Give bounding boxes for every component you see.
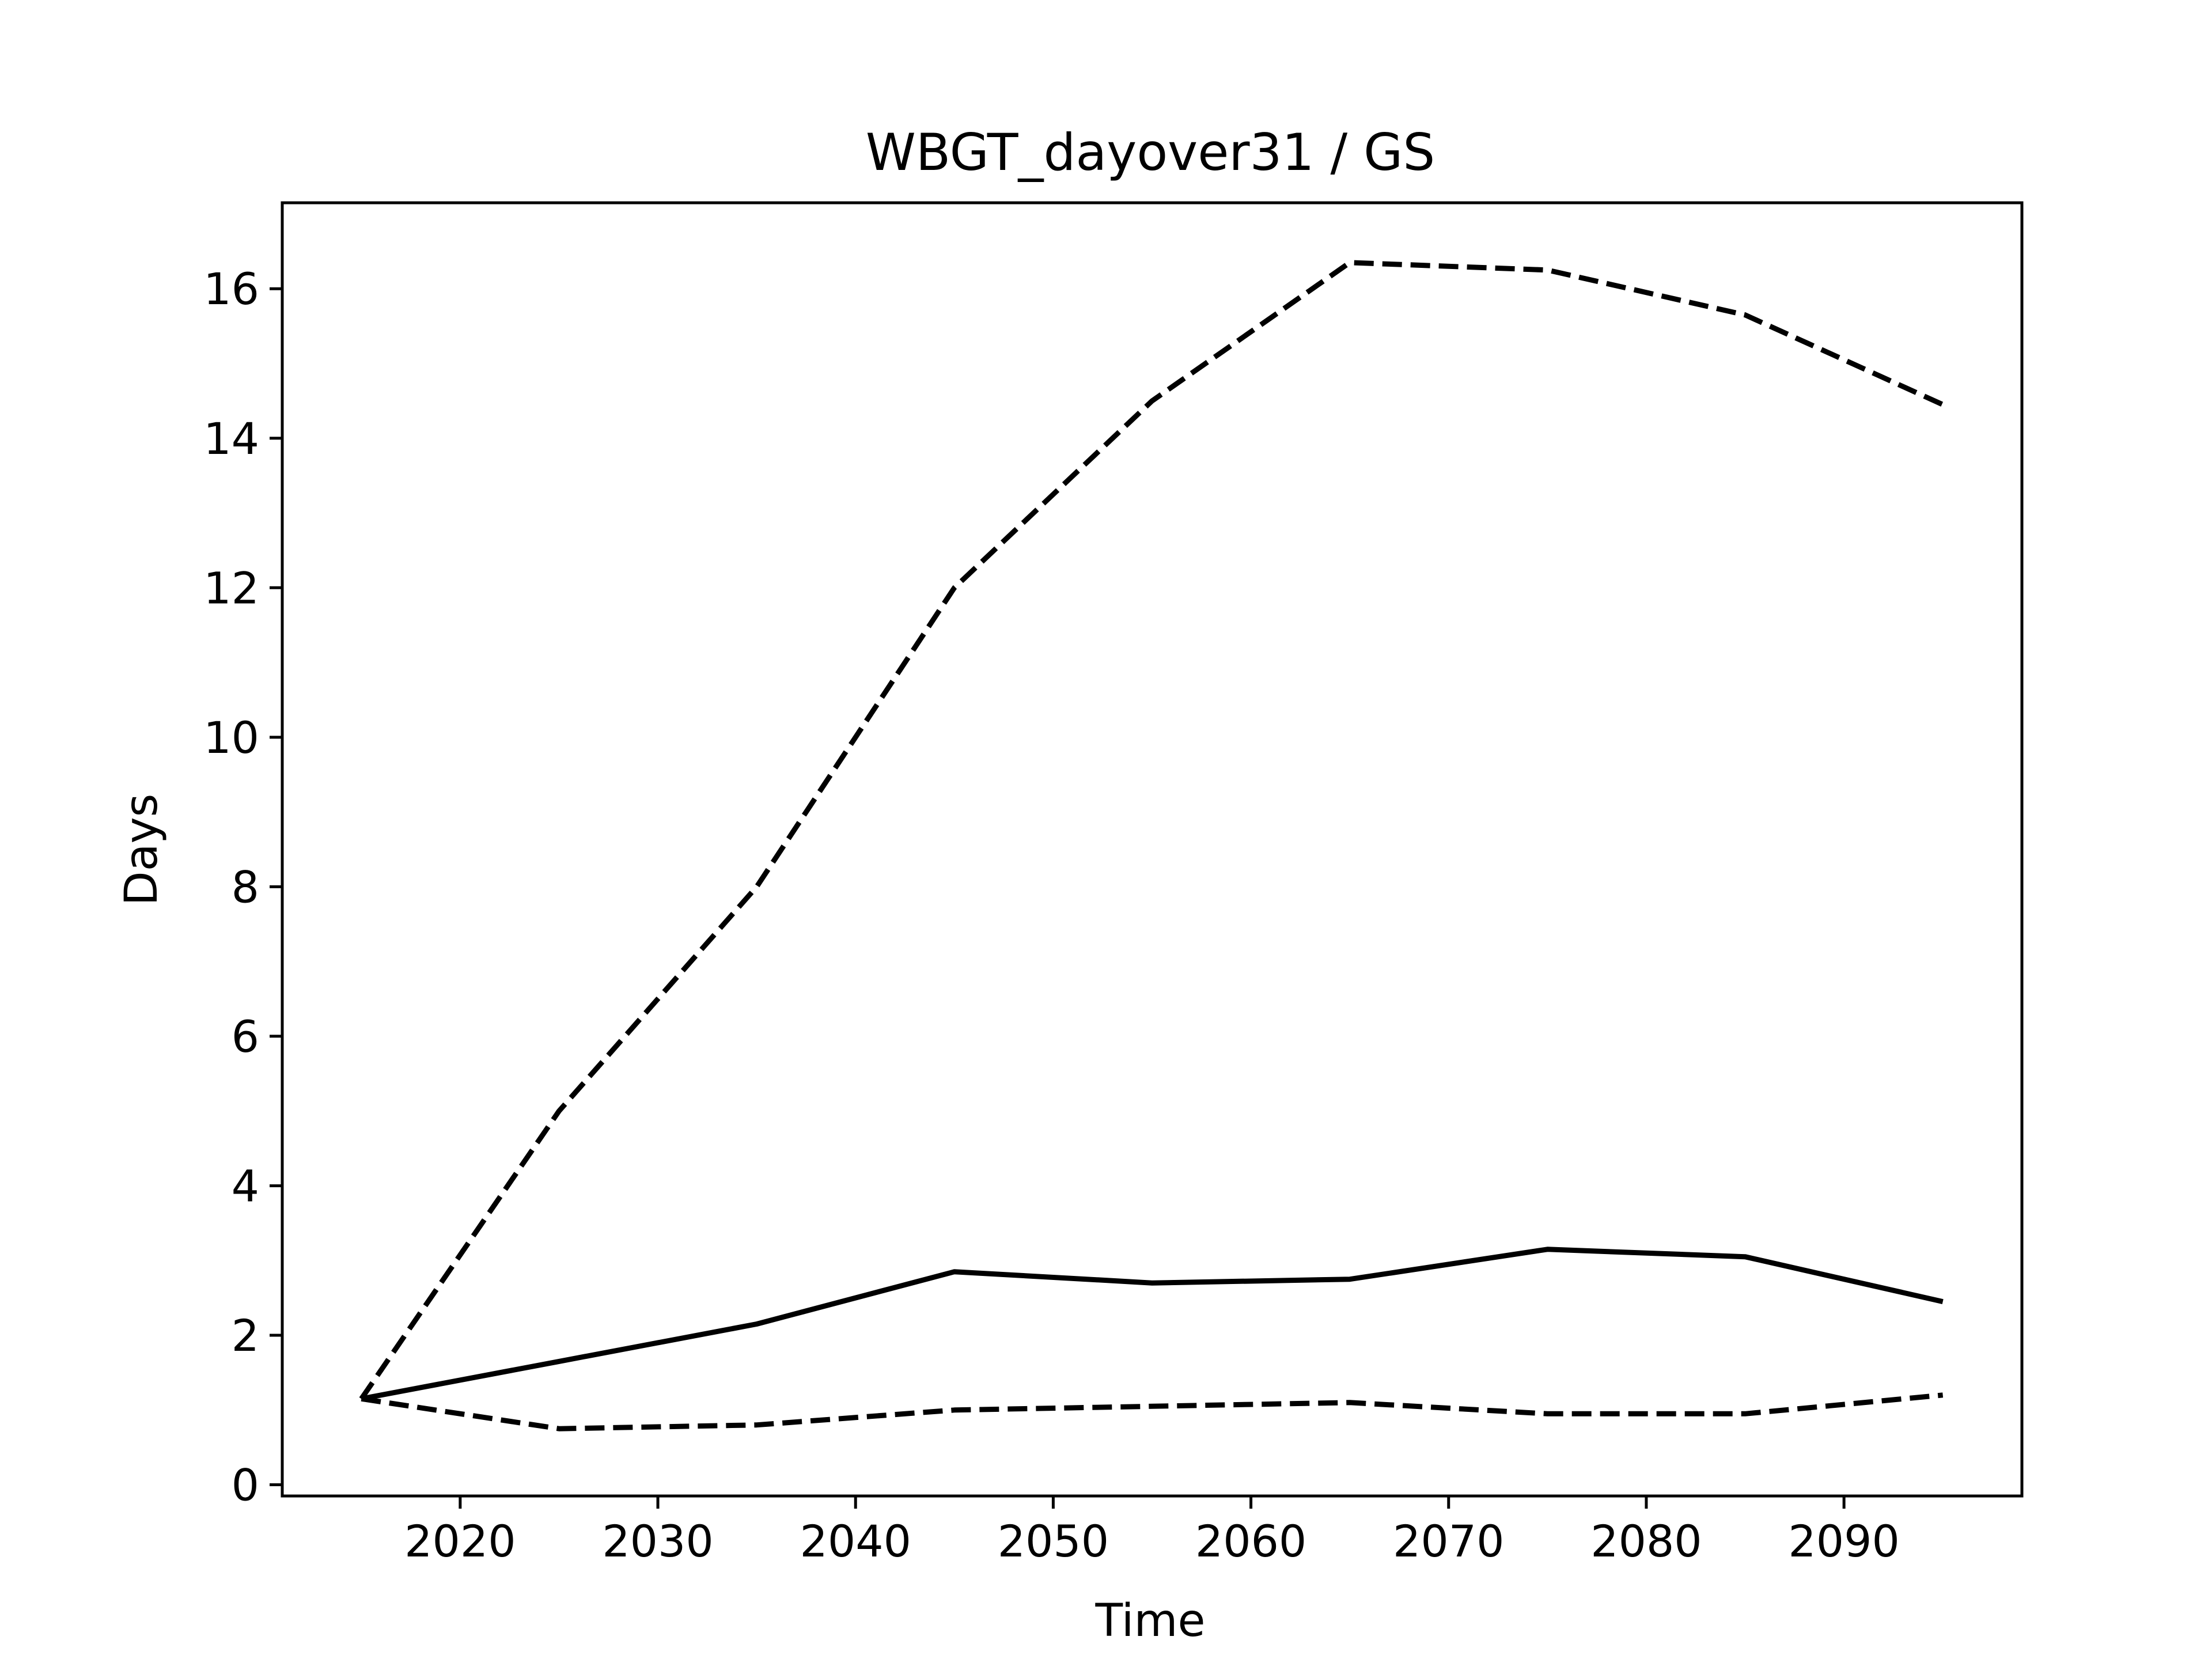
x-tick-label: 2060 xyxy=(1195,1516,1306,1567)
y-tick-label: 12 xyxy=(203,562,259,613)
series-lines xyxy=(359,260,1944,1431)
y-axis-label: Days xyxy=(116,794,168,906)
y-tick-label: 16 xyxy=(203,263,259,315)
plot-area-frame xyxy=(281,201,2024,1498)
x-tick-label: 2050 xyxy=(998,1516,1109,1567)
y-tick-label: 8 xyxy=(232,861,259,912)
x-tick-label: 2040 xyxy=(800,1516,911,1567)
x-tick-label: 2020 xyxy=(404,1516,516,1567)
y-tick-label: 10 xyxy=(203,712,259,763)
series-line-2-solid xyxy=(361,1247,1944,1402)
y-tick-label: 4 xyxy=(232,1160,259,1211)
x-axis-label: Time xyxy=(1095,1595,1206,1647)
y-tick-label: 14 xyxy=(203,413,259,464)
x-tick-label: 2090 xyxy=(1788,1516,1899,1567)
x-axis: 2020 2030 2040 2050 2060 2070 2080 2090 xyxy=(404,1496,1900,1567)
x-tick-label: 2030 xyxy=(602,1516,713,1567)
x-tick-label: 2080 xyxy=(1590,1516,1702,1567)
y-tick-label: 0 xyxy=(232,1460,259,1511)
y-tick-label: 2 xyxy=(232,1310,259,1361)
x-tick-label: 2070 xyxy=(1393,1516,1504,1567)
y-tick-label: 6 xyxy=(232,1011,259,1062)
series-line-1-dashed xyxy=(359,260,1944,1400)
y-axis: 0 2 4 6 8 10 12 14 16 xyxy=(203,263,282,1511)
chart-title: WBGT_dayover31 / GS xyxy=(866,123,1435,182)
series-line-3-dashed xyxy=(361,1392,1944,1431)
